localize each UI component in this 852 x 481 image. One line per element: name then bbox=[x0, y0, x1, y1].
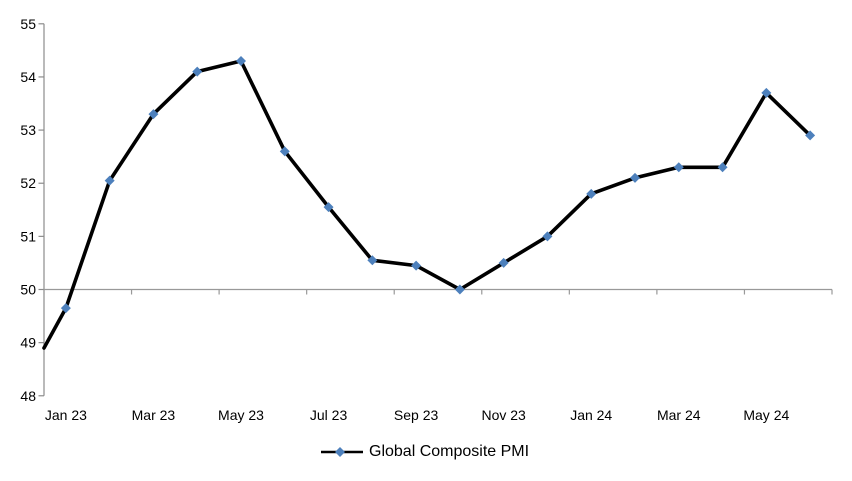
y-axis-label: 54 bbox=[20, 69, 36, 85]
data-point-marker bbox=[192, 66, 203, 77]
y-axis-label: 53 bbox=[20, 122, 36, 138]
y-axis-label: 51 bbox=[20, 228, 36, 244]
y-axis-label: 55 bbox=[20, 16, 36, 32]
x-axis-label: Nov 23 bbox=[481, 407, 526, 423]
data-point-marker bbox=[761, 87, 772, 98]
x-axis-label: Jul 23 bbox=[310, 407, 348, 423]
x-axis-label: Jan 24 bbox=[570, 407, 612, 423]
data-point-marker bbox=[323, 202, 334, 213]
data-point-marker bbox=[586, 188, 597, 199]
data-point-marker bbox=[104, 175, 115, 186]
data-point-marker bbox=[279, 146, 290, 157]
data-point-marker bbox=[673, 162, 684, 173]
x-axis-label: Mar 24 bbox=[657, 407, 701, 423]
y-axis-label: 48 bbox=[20, 388, 36, 404]
data-point-marker bbox=[630, 172, 640, 183]
x-axis-label: Sep 23 bbox=[394, 407, 439, 423]
data-point-marker bbox=[236, 55, 246, 66]
legend-line-diamond-icon bbox=[320, 446, 364, 458]
data-point-marker bbox=[454, 284, 465, 295]
x-axis-label: May 24 bbox=[743, 407, 789, 423]
y-axis-label: 52 bbox=[20, 175, 36, 191]
series-line bbox=[42, 59, 812, 350]
x-axis-label: Jan 23 bbox=[45, 407, 87, 423]
data-point-marker bbox=[805, 130, 816, 141]
x-axis-label: May 23 bbox=[218, 407, 264, 423]
data-point-marker bbox=[717, 162, 728, 173]
legend-marker-canvas bbox=[321, 447, 363, 457]
data-point-marker bbox=[542, 231, 553, 242]
y-axis-label: 50 bbox=[20, 282, 36, 298]
data-point-marker bbox=[148, 109, 159, 120]
data-point-marker bbox=[367, 255, 378, 266]
y-axis-label: 49 bbox=[20, 335, 36, 351]
data-point-marker bbox=[60, 303, 71, 314]
legend-label: Global Composite PMI bbox=[369, 443, 530, 460]
data-point-marker bbox=[498, 257, 509, 268]
x-axis-label: Mar 23 bbox=[132, 407, 176, 423]
data-point-marker bbox=[411, 260, 422, 271]
chart-legend: Global Composite PMI bbox=[320, 443, 529, 461]
